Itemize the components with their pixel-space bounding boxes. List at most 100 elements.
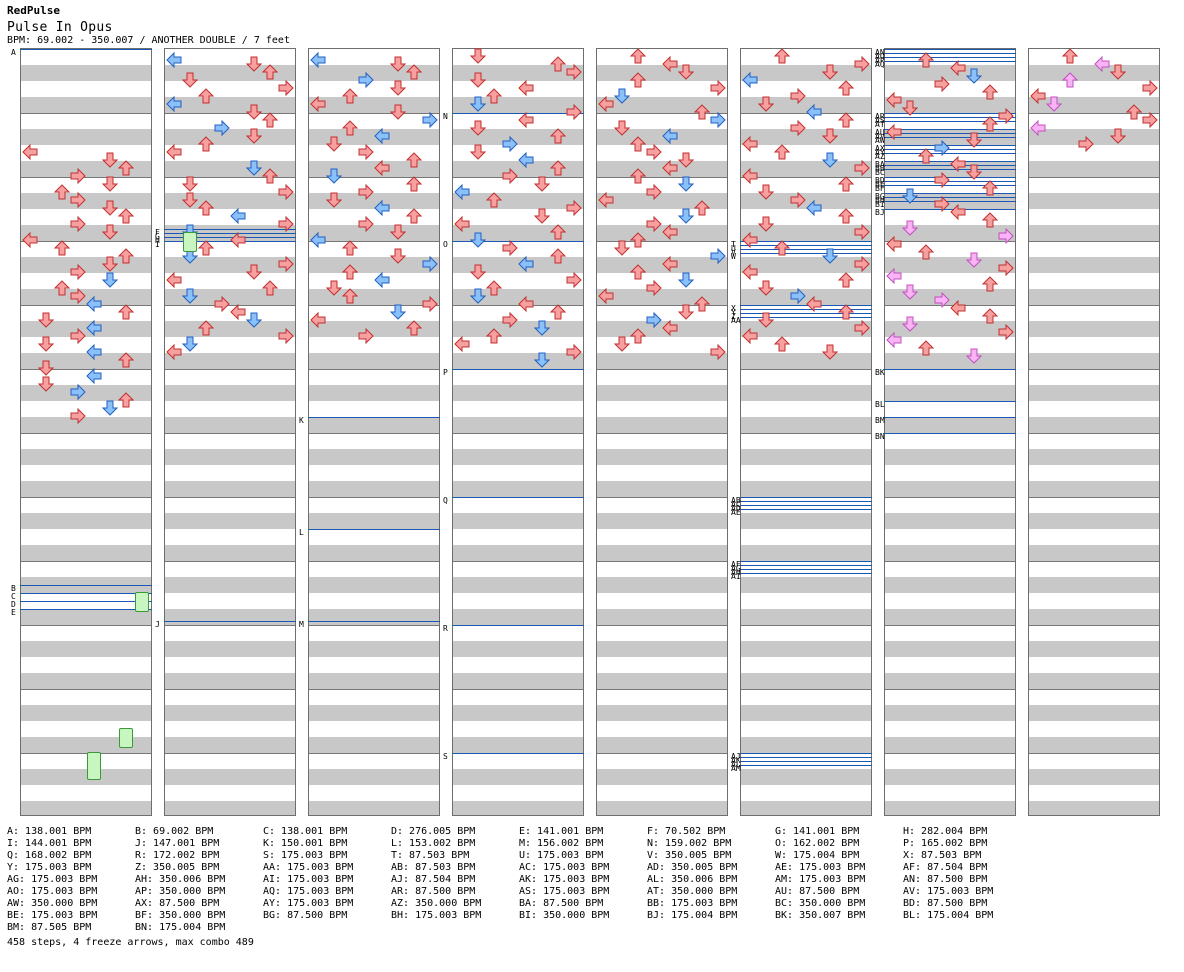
bpm-change-line [740, 765, 872, 766]
arrow-right-icon [710, 112, 726, 128]
bpm-marker-label: BG [875, 192, 885, 201]
bpm-marker-label: BI [875, 200, 885, 209]
measure-line [1029, 433, 1159, 434]
arrow-down-icon [966, 132, 982, 148]
arrow-down-icon [758, 216, 774, 232]
bpm-marker-label: Y [731, 308, 736, 317]
bpm-change-line [884, 57, 1016, 58]
legend-item: AO: 175.003 BPM [7, 886, 98, 897]
arrow-left-icon [518, 256, 534, 272]
arrow-right-icon [278, 216, 294, 232]
legend-item: AW: 350.000 BPM [7, 898, 98, 909]
arrow-right-icon [854, 320, 870, 336]
arrow-down-icon [470, 48, 486, 64]
arrow-left-icon [310, 312, 326, 328]
arrow-down-icon [822, 128, 838, 144]
arrow-left-icon [1030, 88, 1046, 104]
bpm-change-line [740, 253, 872, 254]
legend-item: I: 144.001 BPM [7, 838, 92, 849]
measure-line [309, 177, 439, 178]
measure-line [597, 241, 727, 242]
bpm-marker-label: T [731, 240, 736, 249]
arrow-left-icon [598, 288, 614, 304]
arrow-down-icon [390, 56, 406, 72]
arrow-up-icon [262, 280, 278, 296]
arrow-left-icon [598, 96, 614, 112]
arrow-up-icon [838, 80, 854, 96]
arrow-right-icon [422, 256, 438, 272]
arrow-left-icon [518, 80, 534, 96]
arrow-up-icon [406, 208, 422, 224]
legend-item: AR: 87.500 BPM [391, 886, 476, 897]
bpm-marker-label: U [731, 244, 736, 253]
legend-item: S: 175.003 BPM [263, 850, 348, 861]
legend-item: AT: 350.000 BPM [647, 886, 738, 897]
legend-item: J: 147.001 BPM [135, 838, 220, 849]
bpm-marker-label: P [443, 368, 448, 377]
arrow-left-icon [742, 232, 758, 248]
bpm-change-line [884, 177, 1016, 178]
legend-item: AK: 175.003 BPM [519, 874, 610, 885]
arrow-right-icon [790, 192, 806, 208]
bpm-change-line [884, 121, 1016, 122]
legend-item: O: 162.002 BPM [775, 838, 860, 849]
arrow-left-icon [742, 328, 758, 344]
bpm-marker-label: AY [875, 148, 885, 157]
bpm-change-line [740, 753, 872, 754]
measure-line [597, 369, 727, 370]
arrow-down-icon [38, 376, 54, 392]
measure-line [21, 753, 151, 754]
arrow-down-icon [1046, 96, 1062, 112]
legend-row: BM: 87.505 BPM BN: 175.004 BPM [7, 922, 1177, 934]
step-summary: 458 steps, 4 freeze arrows, max combo 48… [7, 937, 254, 948]
arrow-up-icon [982, 212, 998, 228]
legend-item: BF: 350.000 BPM [135, 910, 226, 921]
arrow-down-icon [678, 176, 694, 192]
arrow-up-icon [198, 136, 214, 152]
arrow-down-icon [902, 220, 918, 236]
arrow-up-icon [486, 280, 502, 296]
bpm-marker-label: K [299, 416, 304, 425]
bpm-change-line [884, 197, 1016, 198]
arrow-left-icon [662, 320, 678, 336]
bpm-change-line [452, 113, 584, 114]
arrow-up-icon [118, 208, 134, 224]
arrow-down-icon [614, 88, 630, 104]
arrow-up-icon [630, 72, 646, 88]
arrow-up-icon [54, 280, 70, 296]
arrow-right-icon [998, 324, 1014, 340]
chart-column [884, 48, 1016, 816]
arrow-left-icon [742, 136, 758, 152]
legend-item: W: 175.004 BPM [775, 850, 860, 861]
arrow-left-icon [374, 272, 390, 288]
arrow-up-icon [262, 168, 278, 184]
measure-line [1029, 177, 1159, 178]
measure-line [885, 497, 1015, 498]
legend-row: A: 138.001 BPM B: 69.002 BPM C: 138.001 BP… [7, 826, 1177, 838]
measure-line [453, 561, 583, 562]
measure-line [741, 177, 871, 178]
arrow-down-icon [470, 144, 486, 160]
arrow-right-icon [934, 76, 950, 92]
arrow-left-icon [374, 160, 390, 176]
legend-item: BC: 350.000 BPM [775, 898, 866, 909]
measure-line [885, 561, 1015, 562]
arrow-up-icon [838, 176, 854, 192]
arrow-right-icon [790, 288, 806, 304]
bpm-marker-label: AI [731, 572, 741, 581]
legend-item: Y: 175.003 BPM [7, 862, 92, 873]
arrow-left-icon [374, 128, 390, 144]
legend-item: BB: 175.003 BPM [647, 898, 738, 909]
legend-item: F: 70.502 BPM [647, 826, 726, 837]
arrow-right-icon [1142, 112, 1158, 128]
bpm-change-line [740, 313, 872, 314]
legend-item: X: 87.503 BPM [903, 850, 982, 861]
arrow-right-icon [278, 328, 294, 344]
bpm-marker-label: BH [875, 196, 885, 205]
measure-line [1029, 497, 1159, 498]
arrow-down-icon [182, 288, 198, 304]
measure-line [309, 561, 439, 562]
arrow-left-icon [806, 104, 822, 120]
legend-item: M: 156.002 BPM [519, 838, 604, 849]
bpm-change-line [740, 305, 872, 306]
